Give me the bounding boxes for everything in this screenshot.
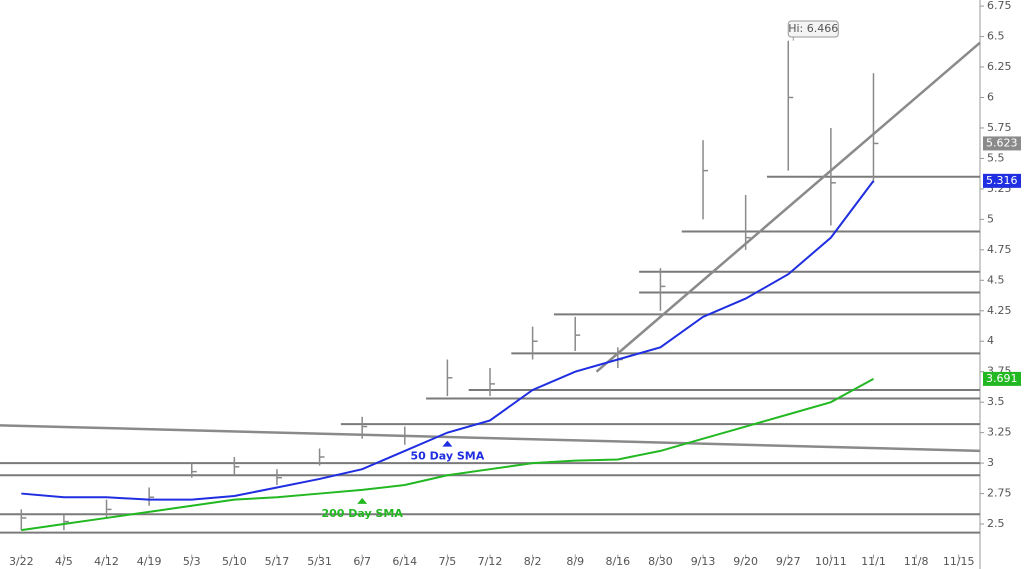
x-tick-label: 6/14 (392, 555, 417, 568)
x-tick-label: 7/12 (478, 555, 503, 568)
name-marker (442, 440, 453, 447)
x-tick-label: 8/2 (524, 555, 542, 568)
x-tick-label: 10/11 (815, 555, 847, 568)
x-tick-label: 5/17 (265, 555, 290, 568)
y-tick-label: 4 (987, 334, 994, 347)
annotation-text: Hi: 6.466 (788, 22, 838, 35)
last-value-box (983, 136, 1021, 151)
y-tick-label: 5 (987, 212, 994, 225)
y-tick-label: 6 (987, 90, 994, 103)
y-tick-label: 3.5 (987, 395, 1005, 408)
y-tick-label: 5.5 (987, 151, 1005, 164)
x-tick-label: 8/30 (648, 555, 673, 568)
x-tick-label: 4/19 (137, 555, 162, 568)
y-tick-label: 3.25 (987, 426, 1012, 439)
y-tick-label: 2.75 (987, 487, 1012, 500)
x-tick-label: 8/9 (566, 555, 584, 568)
last-value-label: 5.623 (986, 136, 1018, 149)
y-tick-label: 6.75 (987, 0, 1012, 12)
x-tick-label: 9/27 (776, 555, 801, 568)
x-tick-label: 11/15 (943, 555, 975, 568)
x-tick-label: 3/22 (9, 555, 34, 568)
y-tick-label: 5.75 (987, 121, 1012, 134)
trendline (0, 424, 981, 453)
x-tick-label: 9/13 (691, 555, 716, 568)
y-tick-label: 6.25 (987, 60, 1012, 73)
x-tick-label: 11/1 (861, 555, 886, 568)
last-value-label: 3.691 (986, 372, 1018, 385)
name-marker (357, 497, 368, 504)
x-tick-label: 5/31 (307, 555, 332, 568)
trendline (595, 41, 981, 373)
last-value-box (983, 173, 1021, 188)
y-tick-label: 3 (987, 456, 994, 469)
sma-line (21, 180, 875, 501)
x-tick-label: 4/12 (94, 555, 119, 568)
x-tick-label: 7/5 (439, 555, 457, 568)
x-tick-label: 5/3 (183, 555, 201, 568)
x-tick-label: 8/16 (605, 555, 630, 568)
y-tick-label: 2.5 (987, 517, 1005, 530)
x-tick-label: 6/7 (353, 555, 371, 568)
y-tick-label: 4.75 (987, 243, 1012, 256)
last-value-box (983, 371, 1021, 386)
x-tick-label: 4/5 (55, 555, 73, 568)
y-tick-label: 4.5 (987, 273, 1005, 286)
x-tick-label: 5/10 (222, 555, 247, 568)
last-value-label: 5.316 (986, 174, 1018, 187)
y-tick-label: 4.25 (987, 304, 1012, 317)
sma-line (21, 378, 874, 532)
series-name: 50 Day SMA (411, 450, 485, 463)
series-name: 200 Day SMA (321, 507, 403, 520)
y-tick-label: 6.5 (987, 30, 1005, 43)
annotation-box (787, 20, 839, 38)
x-tick-label: 11/8 (904, 555, 929, 568)
x-tick-label: 9/20 (733, 555, 758, 568)
